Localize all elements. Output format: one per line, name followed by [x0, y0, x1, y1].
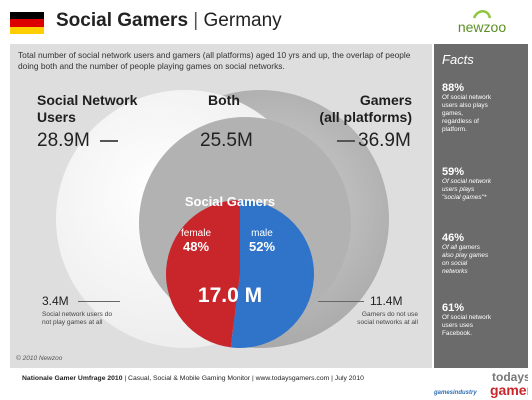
- bottom-right-dash: [318, 301, 364, 302]
- fact-line: users plays: [442, 186, 475, 193]
- bottom-left-dash: [78, 301, 120, 302]
- fact-text: Of social network users plays "social ga…: [442, 178, 526, 202]
- fact-line: Of social network: [442, 94, 492, 101]
- title-country: Germany: [203, 10, 282, 31]
- header: Social Gamers | Germany newzoo: [0, 0, 532, 44]
- todays-logo-text: todays: [492, 370, 528, 384]
- fact-line: Of all gamers: [442, 244, 481, 251]
- right-value-dash: [337, 140, 355, 142]
- logo-text: newzoo: [458, 19, 506, 35]
- fact-item: 88% Of social network users also plays g…: [442, 82, 526, 134]
- non-gaming-sn-users-note: Social network users do not play games a…: [42, 311, 112, 327]
- left-label-line2: Users: [37, 109, 76, 125]
- male-group: male 52%: [242, 228, 282, 254]
- male-pct: 52%: [248, 239, 276, 254]
- fact-line: regardless of: [442, 118, 479, 125]
- fact-text: Of all gamers also play games on social …: [442, 244, 526, 276]
- fact-line: Of social network: [442, 314, 492, 321]
- footer-text: Nationale Gamer Umfrage 2010 | Casual, S…: [22, 375, 364, 382]
- gamers-value: 36.9M: [358, 130, 411, 151]
- fact-pct: 59%: [442, 166, 465, 178]
- copyright: © 2010 Newzoo: [16, 355, 63, 362]
- fact-item: 59% Of social network users plays "socia…: [442, 166, 526, 202]
- gamers-label: Gamers (all platforms): [316, 92, 412, 126]
- germany-flag: [10, 12, 44, 34]
- female-group: female 48%: [176, 228, 216, 254]
- flag-stripe-red: [10, 19, 44, 27]
- male-label: male: [251, 228, 273, 239]
- fact-item: 61% Of social network users uses Faceboo…: [442, 302, 526, 338]
- female-slice: [166, 200, 240, 348]
- fact-line: Facebook.: [442, 330, 472, 337]
- fact-line: Of social network: [442, 178, 492, 185]
- todaysgamers-logo: gamesindustry todays gamers: [433, 370, 528, 398]
- right-label-line2: (all platforms): [319, 109, 412, 125]
- fact-line: also play games: [442, 252, 489, 259]
- fact-pct: 88%: [442, 82, 465, 94]
- fact-line: users uses: [442, 322, 473, 329]
- fact-line: users also plays: [442, 102, 488, 109]
- social-gamers-total: 17.0 M: [197, 284, 263, 307]
- bottom-left-note-line1: Social network users do: [42, 311, 113, 318]
- both-label: Both: [208, 92, 240, 108]
- right-label-line1: Gamers: [359, 92, 412, 108]
- fact-item: 46% Of all gamers also play games on soc…: [442, 232, 526, 276]
- footer-bold: Nationale Gamer Umfrage 2010: [22, 375, 123, 382]
- both-value: 25.5M: [200, 130, 253, 151]
- fact-line: on social: [442, 260, 468, 267]
- female-label: female: [180, 228, 211, 239]
- fact-line: networks: [442, 268, 468, 275]
- bottom-left-note-line2: not play games at all: [42, 319, 103, 326]
- left-label-line1: Social Network: [37, 92, 138, 108]
- fact-pct: 61%: [442, 302, 465, 314]
- newzoo-logo: newzoo: [458, 10, 506, 35]
- venn-diagram: [56, 90, 389, 348]
- facts-sidebar: [434, 44, 528, 368]
- title-bold: Social Gamers: [56, 10, 189, 31]
- fact-line: platform.: [442, 126, 467, 133]
- fact-line: games,: [442, 110, 463, 117]
- title-separator: |: [188, 10, 204, 31]
- gamesindustry-logo-text: gamesindustry: [433, 390, 477, 396]
- non-sn-gamers-value: 11.4M: [370, 294, 403, 308]
- fact-text: Of social network users uses Facebook.: [442, 314, 526, 338]
- intro-text: Total number of social network users and…: [18, 50, 411, 71]
- footer-rest: | Casual, Social & Mobile Gaming Monitor…: [122, 375, 364, 382]
- fact-line: "social games"*: [442, 194, 487, 201]
- left-value-dash: [100, 140, 118, 142]
- facts-title: Facts: [442, 52, 474, 67]
- bottom-right-note-line1: Gamers do not use: [361, 311, 418, 318]
- fact-pct: 46%: [442, 232, 465, 244]
- female-pct: 48%: [182, 239, 210, 254]
- social-network-users-label: Social Network Users: [37, 92, 137, 126]
- gamers-logo-text: gamers: [490, 382, 528, 398]
- non-sn-gamers-note: Gamers do not use social networks at all: [342, 311, 418, 327]
- bottom-right-note-line2: social networks at all: [357, 319, 418, 326]
- social-network-users-value: 28.9M: [37, 130, 90, 151]
- page-title: Social Gamers | Germany: [56, 10, 282, 32]
- fact-text: Of social network users also plays games…: [442, 94, 526, 134]
- flag-stripe-black: [10, 12, 44, 20]
- logo-swoosh: [472, 10, 492, 19]
- social-gamers-title: Social Gamers: [184, 194, 276, 209]
- male-slice: [230, 199, 315, 348]
- flag-stripe-gold: [10, 26, 44, 34]
- non-gaming-sn-users-value: 3.4M: [42, 294, 69, 308]
